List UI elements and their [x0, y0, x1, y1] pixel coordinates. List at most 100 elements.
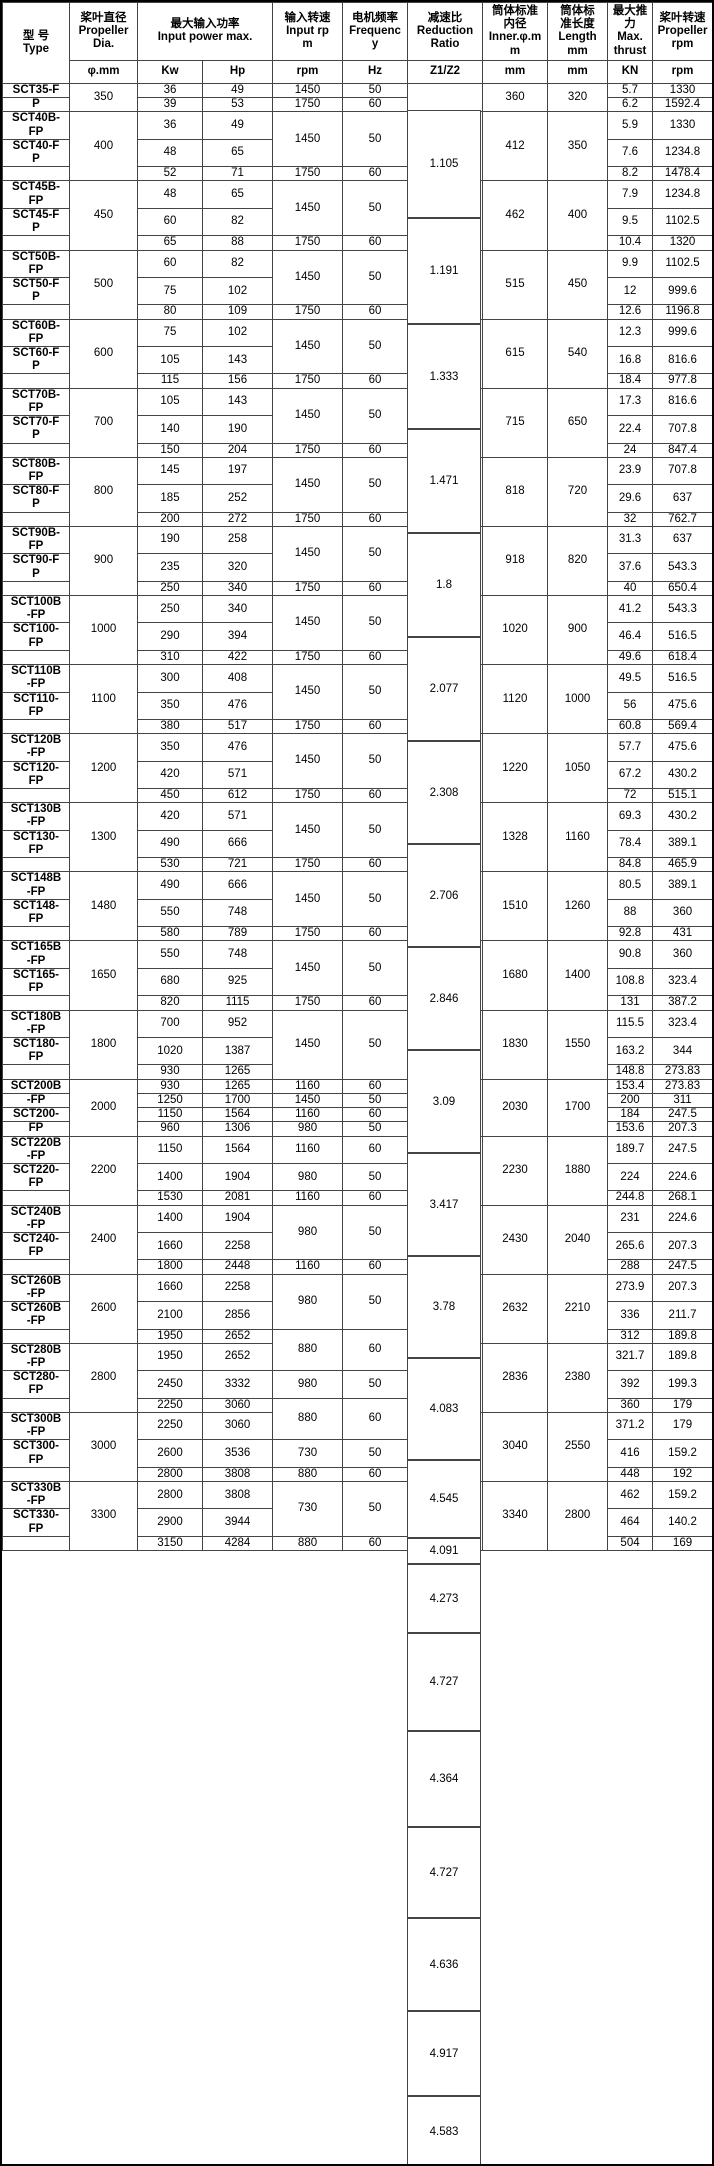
table-row: SCT50B- FP 500 60 82 1450 50 515 450 9.9 1102.5: [2, 249, 712, 320]
max-thrust-cell: 12.6: [607, 304, 654, 320]
table-row: SCT40B- FP 400 36 49 1450 50 412 350 5.9 1330: [2, 111, 712, 182]
model-cell: SCT165- FP: [2, 967, 70, 997]
frequency-cell: 50: [342, 1204, 409, 1261]
model-label: SCT260B: [10, 1274, 62, 1287]
power-hp-cell: 422: [201, 649, 274, 666]
model-label: SCT120B: [10, 734, 62, 747]
model-cell: SCT70B- FP: [2, 387, 70, 417]
max-thrust-cell: 504: [607, 1535, 654, 1552]
reduction-ratio-cell: 4.083: [407, 1358, 481, 1460]
frequency-cell: 60: [342, 857, 409, 873]
model-cell: [2, 857, 70, 873]
power-kw-cell: 52: [137, 166, 203, 182]
model-cell: [2, 511, 70, 527]
header-thrust-en: Max.: [617, 31, 643, 44]
inner-dia-cell: 2230: [482, 1135, 549, 1206]
power-kw-cell: 200: [137, 511, 203, 527]
propeller-rpm-cell: 430.2: [652, 760, 712, 790]
power-hp-cell: 1564: [201, 1107, 274, 1123]
model-label: FP: [28, 1122, 44, 1135]
power-hp-cell: 2652: [201, 1342, 274, 1372]
model-cell: SCT35-F: [2, 82, 70, 99]
frequency-cell: 60: [342, 1259, 409, 1275]
frequency-cell: 60: [342, 718, 409, 735]
header-row-units: φ.mm Kw Hp rpm Hz Z1/Z2 mm mm KN rpm: [3, 59, 712, 84]
header-type-en: Type: [23, 42, 49, 55]
length-cell: 1880: [547, 1135, 609, 1206]
power-kw-cell: 1660: [137, 1273, 203, 1303]
power-hp-cell: 156: [201, 373, 274, 389]
power-hp-cell: 3536: [201, 1439, 274, 1468]
model-cell: SCT130- FP: [2, 829, 70, 859]
power-hp-cell: 258: [201, 525, 274, 555]
unit-cell: KN: [607, 59, 654, 84]
model-label: SCT90B-: [12, 526, 60, 539]
input-rpm-cell: 1450: [272, 940, 344, 997]
frequency-cell: 60: [342, 1328, 409, 1372]
propeller-dia-cell: 1000: [69, 594, 138, 666]
frequency-cell: 50: [342, 111, 409, 168]
reduction-ratio-cell: 1.105: [407, 110, 481, 218]
power-kw-cell: 48: [137, 180, 203, 209]
model-label: SCT80B-: [12, 457, 60, 470]
frequency-cell: 50: [342, 82, 409, 99]
power-kw-cell: 380: [137, 718, 203, 735]
table-row: SCT110B -FP 1100 300 408 1450 50 1120 1000 49.5 51…: [2, 664, 712, 735]
power-hp-cell: 571: [201, 760, 274, 790]
propeller-dia-cell: 1800: [69, 1009, 138, 1080]
propeller-dia-cell: 400: [69, 111, 138, 182]
power-kw-cell: 190: [137, 525, 203, 555]
frequency-cell: 50: [342, 180, 409, 237]
power-hp-cell: 1700: [201, 1092, 274, 1109]
table-row: SCT80-F P 185 252 29.6 637: [2, 484, 712, 513]
inner-dia-cell: 1510: [482, 871, 549, 942]
inner-dia-cell: 1220: [482, 733, 549, 804]
model-label: SCT220-: [12, 1163, 60, 1176]
power-hp-cell: 2448: [201, 1259, 274, 1275]
header-type-cn: 型 号: [22, 29, 50, 42]
propeller-rpm-cell: 431: [652, 926, 712, 942]
power-kw-cell: 250: [137, 594, 203, 624]
header-inner-cn2: 内径: [503, 18, 527, 31]
model-label: -FP: [26, 816, 46, 829]
propeller-rpm-cell: 1330: [652, 111, 712, 140]
model-cell: SCT280B -FP: [2, 1342, 70, 1372]
input-rpm-cell: 1750: [272, 649, 344, 666]
propeller-rpm-cell: 707.8: [652, 456, 712, 486]
table-row: 3150 4284 880 60 504 169: [2, 1535, 712, 1552]
input-rpm-cell: 1450: [272, 180, 344, 237]
model-label: SCT120-: [12, 761, 60, 774]
model-label: SCT280B: [10, 1343, 62, 1356]
frequency-cell: 50: [342, 1121, 409, 1137]
input-rpm-cell: 1160: [272, 1190, 344, 1206]
length-cell: 1050: [547, 733, 609, 804]
model-cell: [2, 1259, 70, 1275]
table-row: SCT90-F P 235 320 37.6 543.3: [2, 553, 712, 582]
table-row: SCT90B- FP 900 190 258 1450 50 918 820 31.3 637: [2, 525, 712, 596]
model-label: SCT200B: [10, 1079, 62, 1092]
model-cell: SCT330B -FP: [2, 1480, 70, 1510]
power-hp-cell: 1387: [201, 1036, 274, 1066]
model-label: FP: [28, 705, 44, 718]
propeller-rpm-cell: 977.8: [652, 373, 712, 389]
frequency-cell: 50: [342, 525, 409, 582]
propeller-rpm-cell: 516.5: [652, 664, 712, 693]
model-cell: [2, 718, 70, 735]
frequency-cell: 50: [342, 940, 409, 997]
model-label: SCT50-F: [12, 277, 60, 290]
model-label: SCT300B: [10, 1412, 62, 1425]
table-row: SCT220B -FP 2200 1150 1564 1160 60 2230 1880 189.…: [2, 1135, 712, 1206]
max-thrust-cell: 17.3: [607, 387, 654, 417]
propeller-rpm-cell: 569.4: [652, 718, 712, 735]
max-thrust-cell: 189.7: [607, 1135, 654, 1164]
power-kw-cell: 550: [137, 898, 203, 928]
max-thrust-cell: 60.8: [607, 718, 654, 735]
header-ratio-en2: Ratio: [430, 38, 460, 51]
frequency-cell: 50: [342, 802, 409, 859]
model-label: SCT260B: [10, 1302, 62, 1315]
header-propeller-rpm: 桨叶转速 Propeller rpm: [652, 2, 712, 61]
power-hp-cell: 204: [201, 442, 274, 458]
max-thrust-cell: 464: [607, 1508, 654, 1537]
power-kw-cell: 1800: [137, 1259, 203, 1275]
power-hp-cell: 476: [201, 733, 274, 762]
